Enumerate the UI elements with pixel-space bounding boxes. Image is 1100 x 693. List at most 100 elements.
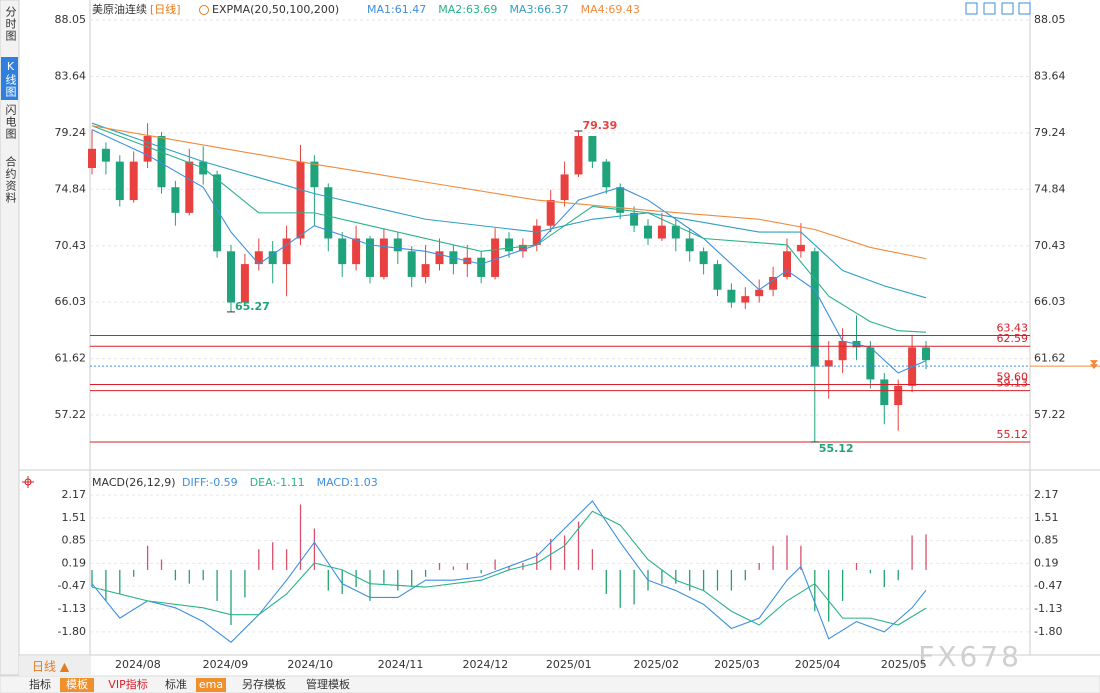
candle-body (796, 244, 805, 252)
macd-line (91, 510, 927, 626)
icon[interactable] (199, 5, 209, 15)
watermark: FX678 (918, 640, 1022, 673)
candle-body (491, 238, 500, 277)
toolbar-button[interactable]: 管理模板 (306, 677, 350, 691)
y-tick-label-right: -1.80 (1034, 625, 1062, 638)
candle-body (101, 148, 110, 162)
y-tick-label: 57.22 (55, 408, 87, 421)
y-tick-label: 70.43 (55, 239, 87, 252)
y-tick-label: 74.84 (55, 182, 87, 195)
annotation: 65.27 (235, 300, 270, 313)
candle-body (157, 135, 166, 188)
y-tick-label-right: 66.03 (1034, 295, 1066, 308)
period-switch[interactable]: 日线 ▲ (32, 660, 70, 674)
toolbar-button[interactable]: 另存模板 (242, 677, 286, 691)
candle-body (880, 379, 889, 406)
y-tick-label: 0.85 (62, 534, 87, 547)
level-label: 55.12 (997, 428, 1029, 441)
level-label: 62.59 (997, 332, 1029, 345)
candle-body (379, 238, 388, 277)
candle-body (532, 225, 541, 245)
y-tick-label-right: 79.24 (1034, 126, 1066, 139)
ma-line (91, 122, 927, 299)
candle-body (296, 161, 305, 239)
candle-body (240, 264, 249, 303)
candle-body (560, 174, 569, 201)
sidebar (0, 0, 20, 676)
candle-body (685, 238, 694, 252)
y-tick-label-right: 2.17 (1034, 488, 1059, 501)
macd-line (91, 500, 927, 643)
active-tab-bg (1, 57, 18, 100)
toolbar-button[interactable]: ema (199, 678, 223, 691)
last-price-arrow (1090, 360, 1098, 370)
toolbar (0, 675, 1100, 693)
candle-body (143, 135, 152, 162)
candle-body (254, 251, 263, 265)
x-tick-label: 2025/05 (881, 658, 927, 671)
ma-line (91, 125, 927, 333)
candle-body (644, 225, 652, 239)
toolbar-button[interactable]: 标准 (165, 677, 187, 691)
candle-body (115, 161, 124, 201)
y-tick-label: 0.19 (62, 556, 87, 569)
candle-body (838, 340, 847, 361)
candle-body (282, 238, 291, 265)
tab[interactable]: K线图 (4, 60, 17, 98)
instrument: 美原油连续 (92, 2, 147, 16)
candle-body (741, 296, 750, 303)
candle-body (810, 251, 819, 367)
candle-body (310, 161, 319, 188)
y-tick-label: 66.03 (55, 295, 87, 308)
level-label: 59.60 (997, 371, 1029, 384)
candle-body (518, 244, 527, 252)
x-tick-label: 2024/10 (287, 658, 333, 671)
period: [日线] (150, 2, 181, 16)
y-tick-label: 2.17 (62, 488, 87, 501)
x-tick-label: 2024/11 (378, 658, 424, 671)
macd-icon (22, 476, 34, 488)
candle-body (713, 264, 722, 290)
candle-body (657, 225, 666, 239)
toolbar-button[interactable]: VIP指标 (108, 677, 147, 691)
tab[interactable]: 合约资料 (4, 155, 17, 204)
candle-body (421, 264, 430, 277)
annotation: 79.39 (583, 119, 618, 132)
candle-body (338, 238, 347, 265)
level-label: 59.13 (997, 377, 1029, 390)
candle-body (727, 289, 736, 303)
legend-entry: MA3:66.37 (509, 3, 568, 16)
x-tick-label: 2025/01 (546, 658, 592, 671)
tab[interactable]: 分时图 (4, 6, 17, 42)
y-tick-label-right: 83.64 (1034, 70, 1066, 83)
candle-body (366, 238, 374, 277)
y-tick-label: 79.24 (55, 126, 87, 139)
toolbar-button[interactable]: 模板 (66, 677, 88, 691)
toolbar-button[interactable]: 指标 (29, 677, 51, 691)
y-tick-label-right: -1.13 (1034, 602, 1062, 615)
x-tick-label: 2025/02 (633, 658, 679, 671)
candle-body (616, 187, 625, 213)
y-tick-label-right: -0.47 (1034, 579, 1062, 592)
level-label: 63.43 (997, 321, 1029, 334)
legend-entry: MA1:61.47 (367, 3, 426, 16)
legend-entry: MACD:1.03 (317, 476, 378, 489)
candle-body (602, 161, 611, 188)
candle-body (866, 347, 875, 380)
candle-body (324, 187, 333, 239)
y-tick-label-right: 57.22 (1034, 408, 1066, 421)
y-tick-label-right: 61.62 (1034, 352, 1066, 365)
legend-entry: DEA:-1.11 (250, 476, 305, 489)
legend-entry: MA4:69.43 (581, 3, 640, 16)
candle-body (129, 161, 138, 201)
ma-line (91, 125, 927, 260)
tab[interactable]: 闪电图 (4, 103, 17, 140)
x-tick-label: 2025/04 (795, 658, 841, 671)
y-tick-label-right: 88.05 (1034, 13, 1066, 26)
candle-body (185, 161, 194, 213)
candle-body (755, 289, 764, 297)
candle-body (505, 238, 513, 252)
candle-body (588, 135, 597, 162)
